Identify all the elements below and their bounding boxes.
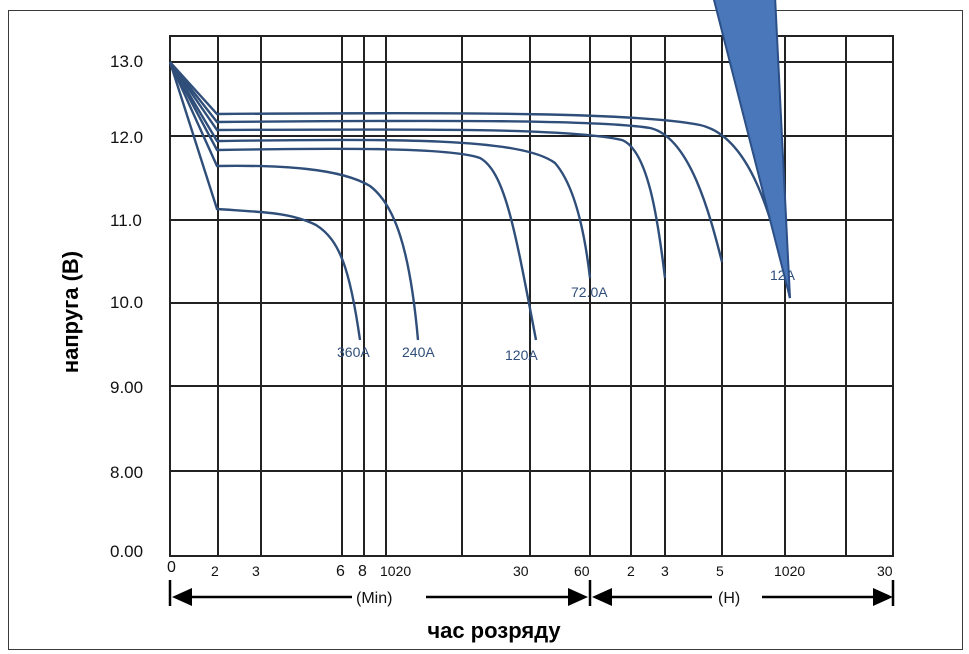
x-tick-label: 6: [336, 563, 345, 580]
hours-range-arrow: [588, 580, 895, 606]
x-tick-label: 30: [513, 563, 529, 579]
y-axis-title: напруга (В): [58, 251, 83, 373]
minutes-range-arrow: [168, 580, 588, 606]
x-tick-label: 8: [358, 563, 367, 580]
curve-label-120a: 120A: [505, 347, 538, 363]
x-axis-title: час розряду: [427, 618, 561, 643]
discharge-curve-4: [168, 61, 592, 279]
callout-pointer: [712, 0, 791, 299]
x-tick-label: 30: [877, 563, 893, 579]
discharge-curve-1: [168, 61, 362, 341]
discharge-curve-2: [168, 61, 420, 341]
hours-unit-label: (H): [718, 590, 740, 607]
discharge-curve-5: [169, 61, 667, 279]
curve-label-240a: 240A: [402, 344, 435, 360]
y-tick-label: 10.0: [110, 293, 143, 312]
discharge-curve-3: [168, 61, 538, 341]
y-tick-label: 8.00: [110, 463, 143, 482]
minutes-unit-label: (Min): [356, 590, 392, 607]
x-tick-label: 2: [211, 563, 219, 579]
x-tick-label: 2: [627, 563, 635, 579]
x-tick-label: 1020: [774, 563, 805, 579]
y-tick-label: 11.0: [110, 211, 142, 230]
curve-label-360a: 360A: [337, 344, 370, 360]
x-tick-label: 60: [574, 563, 590, 579]
plot-border: [169, 35, 894, 557]
x-tick-label: 3: [252, 563, 260, 579]
discharge-curve-6: [169, 61, 724, 263]
x-tick-label: 3: [661, 563, 669, 579]
curve-label-72a: 72.0A: [571, 284, 608, 300]
y-tick-label: 9.00: [110, 378, 143, 397]
discharge-curves: [168, 61, 792, 341]
y-tick-label: 12.0: [110, 128, 143, 147]
y-tick-label: 13.0: [110, 52, 143, 71]
x-tick-label: 0: [167, 559, 176, 576]
x-tick-label: 1020: [380, 563, 411, 579]
y-tick-label: 0.00: [110, 542, 143, 561]
discharge-curve-7: [169, 61, 792, 299]
chart-frame: [8, 10, 963, 650]
x-tick-label: 5: [716, 563, 724, 579]
